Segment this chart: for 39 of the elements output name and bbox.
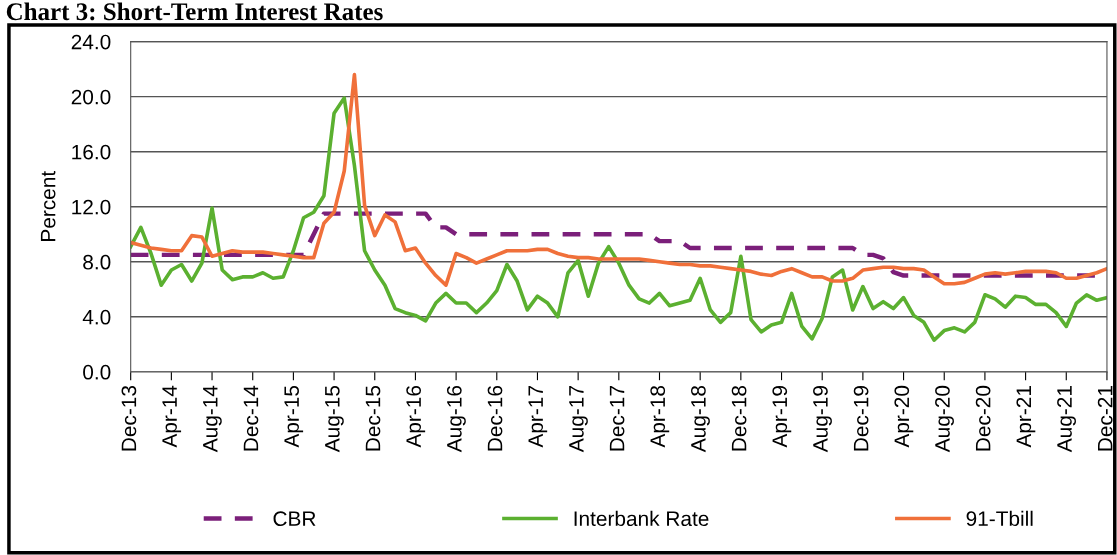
legend-label: 91-Tbill <box>966 510 1033 527</box>
x-tick-label: Aug-20 <box>935 385 954 453</box>
y-axis-title: Percent <box>40 170 56 241</box>
x-tick-label: Dec-19 <box>853 386 869 451</box>
y-tick-label: 24.0 <box>71 34 111 50</box>
y-tick-label: 8.0 <box>83 254 111 270</box>
x-tick-label: Dec-21 <box>1097 386 1113 451</box>
x-tick-label: Dec-18 <box>731 385 747 451</box>
x-tick-label: Apr-15 <box>284 385 304 448</box>
x-tick-label: Dec-20 <box>975 385 991 451</box>
x-tick-label: Dec-13 <box>121 385 137 451</box>
legend-label: CBR <box>273 511 316 527</box>
y-tick-label: 4.0 <box>82 309 111 325</box>
y-tick-label: 0.0 <box>83 364 111 380</box>
x-tick-label: Aug-16 <box>446 385 466 453</box>
x-tick-label: Apr-16 <box>406 385 426 448</box>
x-tick-label: Dec-15 <box>365 385 381 451</box>
x-tick-label: Aug-21 <box>1057 386 1076 453</box>
x-tick-label: Dec-17 <box>609 386 625 451</box>
x-tick-label: Apr-14 <box>162 385 182 448</box>
x-tick-label: Dec-14 <box>243 385 259 451</box>
x-tick-label: Aug-18 <box>691 385 710 453</box>
x-tick-label: Dec-16 <box>487 385 503 451</box>
x-tick-label: Apr-17 <box>528 386 548 448</box>
y-tick-label: 16.0 <box>72 144 111 160</box>
x-tick-label: Apr-20 <box>894 385 914 448</box>
chart-title: Chart 3: Short-Term Interest Rates <box>6 2 383 21</box>
y-tick-label: 12.0 <box>72 199 111 215</box>
x-tick-label: Apr-18 <box>650 385 670 448</box>
legend-label: Interbank Rate <box>574 510 709 527</box>
x-tick-label: Aug-17 <box>569 386 588 453</box>
line-series <box>130 72 1107 287</box>
line-series <box>130 96 1107 343</box>
x-tick-label: Aug-15 <box>325 385 344 453</box>
x-tick-label: Apr-19 <box>772 386 792 448</box>
y-tick-label: 20.0 <box>71 89 111 105</box>
x-tick-label: Aug-14 <box>203 385 222 453</box>
x-tick-label: Aug-19 <box>813 386 832 453</box>
x-tick-label: Apr-21 <box>1016 386 1036 448</box>
